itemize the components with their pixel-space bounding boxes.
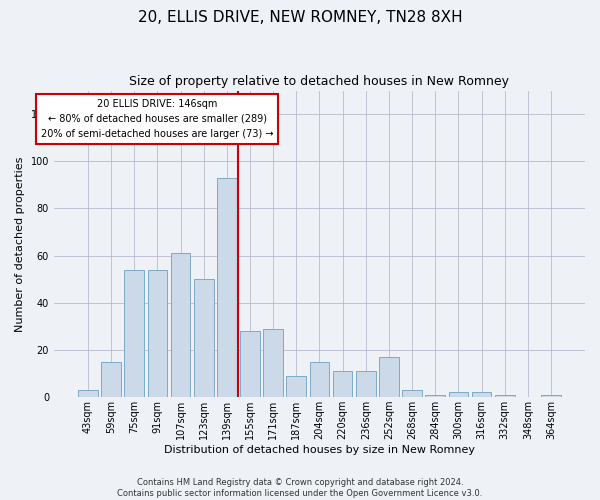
Bar xyxy=(541,395,561,397)
Bar xyxy=(217,178,236,397)
Bar xyxy=(170,254,190,397)
Bar xyxy=(402,390,422,397)
Bar xyxy=(449,392,468,397)
Bar xyxy=(240,331,260,397)
Bar xyxy=(148,270,167,397)
Y-axis label: Number of detached properties: Number of detached properties xyxy=(15,156,25,332)
Bar xyxy=(101,362,121,397)
Bar xyxy=(425,395,445,397)
X-axis label: Distribution of detached houses by size in New Romney: Distribution of detached houses by size … xyxy=(164,445,475,455)
Bar xyxy=(495,395,515,397)
Bar xyxy=(124,270,144,397)
Title: Size of property relative to detached houses in New Romney: Size of property relative to detached ho… xyxy=(130,75,509,88)
Bar xyxy=(194,279,214,397)
Bar xyxy=(286,376,306,397)
Text: 20 ELLIS DRIVE: 146sqm
← 80% of detached houses are smaller (289)
20% of semi-de: 20 ELLIS DRIVE: 146sqm ← 80% of detached… xyxy=(41,99,274,138)
Bar xyxy=(78,390,98,397)
Text: Contains HM Land Registry data © Crown copyright and database right 2024.
Contai: Contains HM Land Registry data © Crown c… xyxy=(118,478,482,498)
Bar xyxy=(310,362,329,397)
Bar xyxy=(472,392,491,397)
Text: 20, ELLIS DRIVE, NEW ROMNEY, TN28 8XH: 20, ELLIS DRIVE, NEW ROMNEY, TN28 8XH xyxy=(137,10,463,25)
Bar xyxy=(263,329,283,397)
Bar xyxy=(379,357,399,397)
Bar xyxy=(333,371,352,397)
Bar xyxy=(356,371,376,397)
